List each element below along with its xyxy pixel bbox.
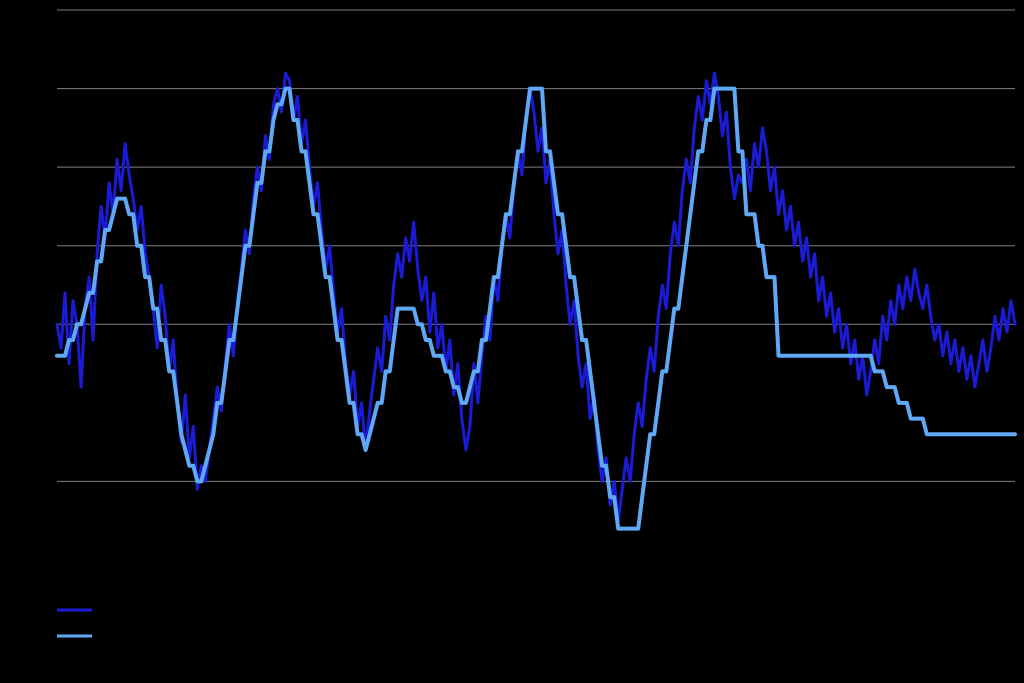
- series-b-line: [57, 89, 1015, 529]
- series-a-line: [57, 73, 1015, 521]
- line-chart: [0, 0, 1024, 683]
- chart-svg: [0, 0, 1024, 683]
